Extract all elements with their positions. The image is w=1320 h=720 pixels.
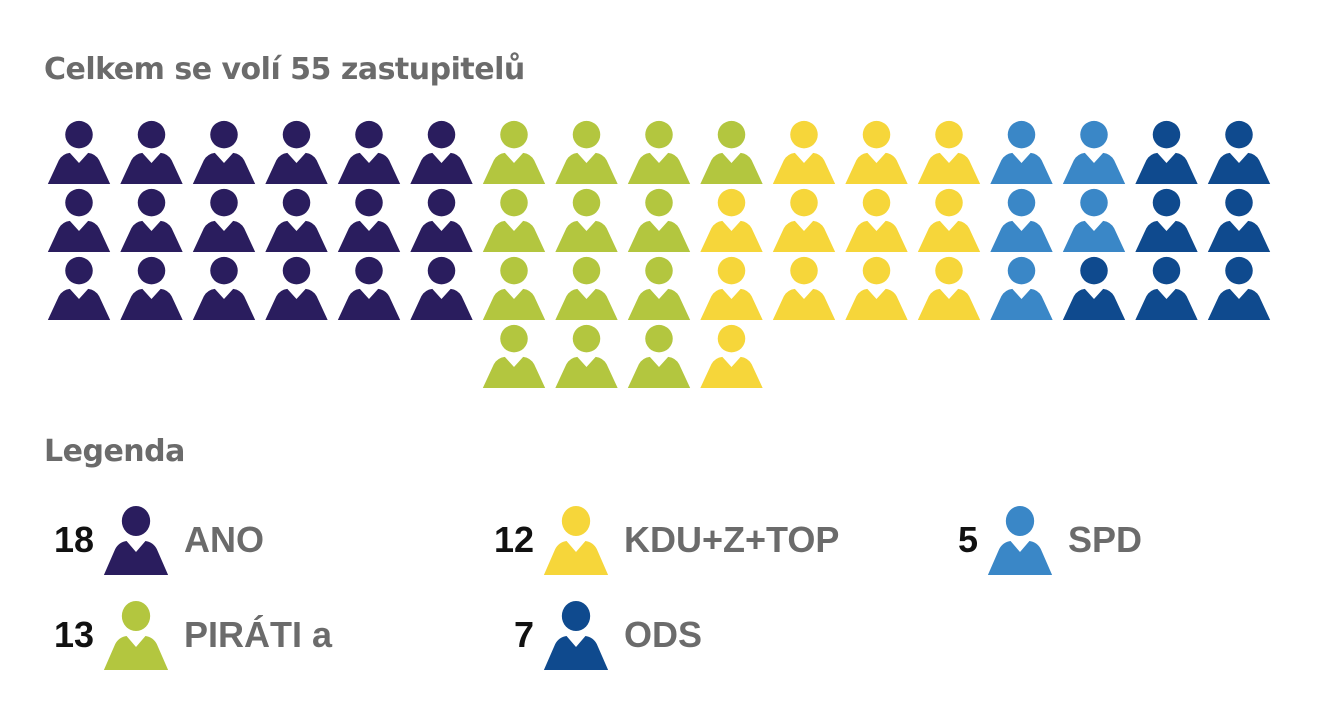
person-icon [1207,256,1271,320]
person-icon [543,601,609,670]
person-icon [543,506,609,575]
chart-title: Celkem se volí 55 zastupitelů [44,52,525,87]
person-icon [265,120,328,184]
person-icon [772,256,836,320]
person-icon [337,120,401,184]
legend-title: Legenda [44,434,185,469]
person-icon [482,324,546,388]
person-icon [103,506,169,575]
legend-item-kdu: 12 KDU+Z+TOP [484,505,839,575]
person-icon [845,256,908,320]
person-icon [1207,120,1271,184]
legend-count: 18 [53,519,94,560]
person-icon [265,256,328,320]
person-icon [337,188,401,252]
person-icon [410,120,473,184]
person-icon [1135,188,1198,252]
person-icon [1207,188,1271,252]
person-icon [627,120,691,184]
person-icon [1062,120,1126,184]
person-icon [917,120,981,184]
person-icon [103,601,169,670]
person-icon [627,188,691,252]
legend-count: 13 [53,614,94,655]
person-icon [103,506,169,575]
person-icon [47,188,111,252]
person-icon [990,120,1053,184]
person-icon [410,256,473,320]
person-icon [1135,120,1198,184]
legend-count: 12 [493,519,534,560]
person-icon [700,188,763,252]
legend-count: 5 [957,519,978,560]
legend-label: SPD [1068,519,1143,560]
person-icon [555,120,618,184]
person-icon [917,188,981,252]
legend-item-spd: 5 SPD [928,505,1142,575]
legend-item-ods: 7 ODS [484,600,702,670]
person-icon [555,188,618,252]
person-icon [990,188,1053,252]
person-icon [543,601,609,670]
person-icon [700,256,763,320]
person-icon [1062,256,1126,320]
legend-label: ODS [624,614,703,655]
person-icon [627,324,691,388]
person-icon [265,188,328,252]
person-icon [47,120,111,184]
person-icon [987,506,1053,575]
person-icon [1135,256,1198,320]
person-icon [410,188,473,252]
person-icon [47,256,111,320]
legend-label: ANO [184,519,264,560]
person-icon [192,256,256,320]
legend-item-pirati: 13 PIRÁTI a [44,600,332,670]
person-icon [845,188,908,252]
person-icon [772,188,836,252]
legend-count: 7 [513,614,534,655]
seat-grid [47,120,1271,388]
person-icon [543,506,609,575]
person-icon [772,120,836,184]
person-icon [192,120,256,184]
person-icon [555,324,618,388]
person-icon [700,120,763,184]
person-icon [627,256,691,320]
person-icon [120,120,183,184]
person-icon [120,256,183,320]
person-icon [917,256,981,320]
legend-label: PIRÁTI a [184,614,333,655]
person-icon [555,256,618,320]
person-icon [845,120,908,184]
person-icon [482,256,546,320]
person-icon [103,601,169,670]
person-icon [120,188,183,252]
person-icon [482,188,546,252]
legend-label: KDU+Z+TOP [624,519,840,560]
person-icon [700,324,763,388]
person-icon [987,506,1053,575]
person-icon [1062,188,1126,252]
person-icon [337,256,401,320]
person-icon [990,256,1053,320]
legend-item-ano: 18 ANO [44,505,264,575]
person-icon [192,188,256,252]
person-icon [482,120,546,184]
